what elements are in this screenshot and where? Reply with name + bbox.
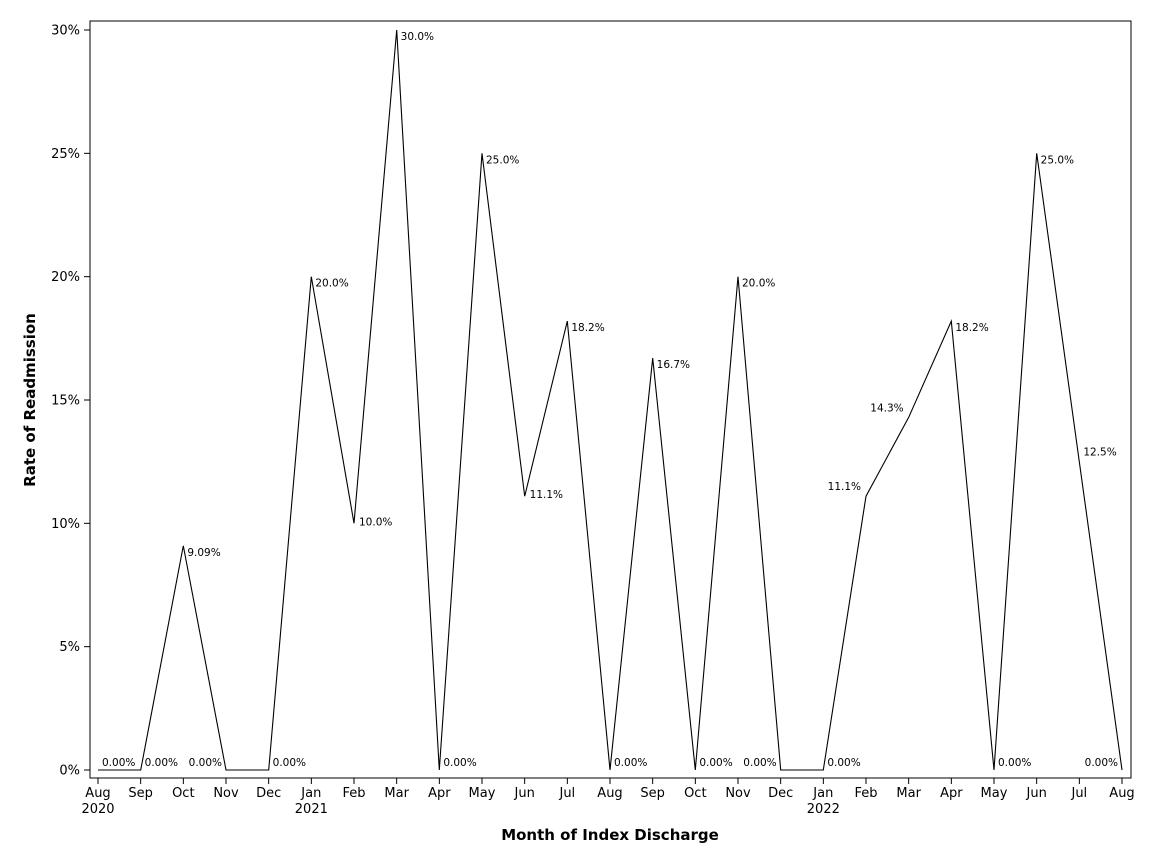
y-tick-label: 5% [59,640,80,655]
data-label: 0.00% [614,757,647,769]
data-label: 9.09% [187,547,220,559]
data-label: 0.00% [699,757,732,769]
x-year-label: 2020 [81,802,114,817]
x-tick-label: Feb [342,786,365,801]
x-tick-label: Mar [896,786,921,801]
data-label: 12.5% [1083,447,1116,459]
x-tick-label: Aug [597,786,622,801]
data-labels: 0.00% 0.00% 9.09% 0.00% 0.00% 20.0% 10.0% 30.0%… [102,31,1118,769]
x-year-label: 2022 [807,802,840,817]
y-tick-label: 25% [51,147,80,162]
x-tick-label: Dec [768,786,793,801]
y-axis-title: Rate of Readmission [21,313,39,487]
x-tick-label: Oct [172,786,194,801]
x-tick-label: Jan [300,786,321,801]
y-tick-label: 30% [51,24,80,39]
data-label: 0.00% [827,757,860,769]
y-tick-label: 20% [51,270,80,285]
y-tick-label: 15% [51,394,80,409]
x-tick-label: Jun [1026,786,1047,801]
x-tick-label: Jul [1070,786,1087,801]
data-label: 30.0% [401,31,434,43]
data-label: 11.1% [828,481,861,493]
data-label: 0.00% [189,757,222,769]
data-label: 0.00% [743,757,776,769]
x-tick-label: Dec [256,786,281,801]
x-tick-label: Aug [1109,786,1134,801]
data-label: 0.00% [145,757,178,769]
data-label: 10.0% [359,516,392,528]
x-tick-label: Nov [725,786,751,801]
y-tick-label: 10% [51,517,80,532]
x-axis-title: Month of Index Discharge [501,826,719,844]
y-axis: 0% 5% 10% 15% 20% 25% 30% [51,24,90,779]
x-tick-label: Jul [558,786,575,801]
x-tick-label: Mar [384,786,409,801]
x-tick-label: May [469,786,496,801]
x-tick-label: Apr [428,786,451,801]
x-tick-label: May [981,786,1008,801]
data-label: 20.0% [315,278,348,290]
x-tick-label: Sep [640,786,665,801]
x-tick-label: Sep [128,786,153,801]
data-label: 25.0% [1041,154,1074,166]
data-label: 25.0% [486,154,519,166]
y-tick-label: 0% [59,764,80,779]
x-tick-label: Aug [85,786,110,801]
data-label: 0.00% [998,757,1031,769]
data-label: 0.00% [1085,757,1118,769]
readmission-rate-line [98,29,1123,771]
x-tick-label: Feb [854,786,877,801]
data-label: 20.0% [742,278,775,290]
plot-frame [89,20,1132,779]
x-tick-label: Nov [213,786,239,801]
data-label: 14.3% [870,402,903,414]
x-axis: Aug Sep Oct Nov Dec Jan Feb Mar Apr May Jun Jul Aug S… [81,778,1135,817]
data-label: 0.00% [102,757,135,769]
data-label: 16.7% [657,359,690,371]
x-year-label: 2021 [295,802,328,817]
x-tick-label: Jun [514,786,535,801]
data-label: 11.1% [530,489,563,501]
data-label: 18.2% [955,322,988,334]
data-label: 0.00% [443,757,476,769]
data-label: 0.00% [273,757,306,769]
x-tick-label: Oct [684,786,706,801]
data-label: 18.2% [571,322,604,334]
x-tick-label: Jan [812,786,833,801]
x-tick-label: Apr [940,786,963,801]
